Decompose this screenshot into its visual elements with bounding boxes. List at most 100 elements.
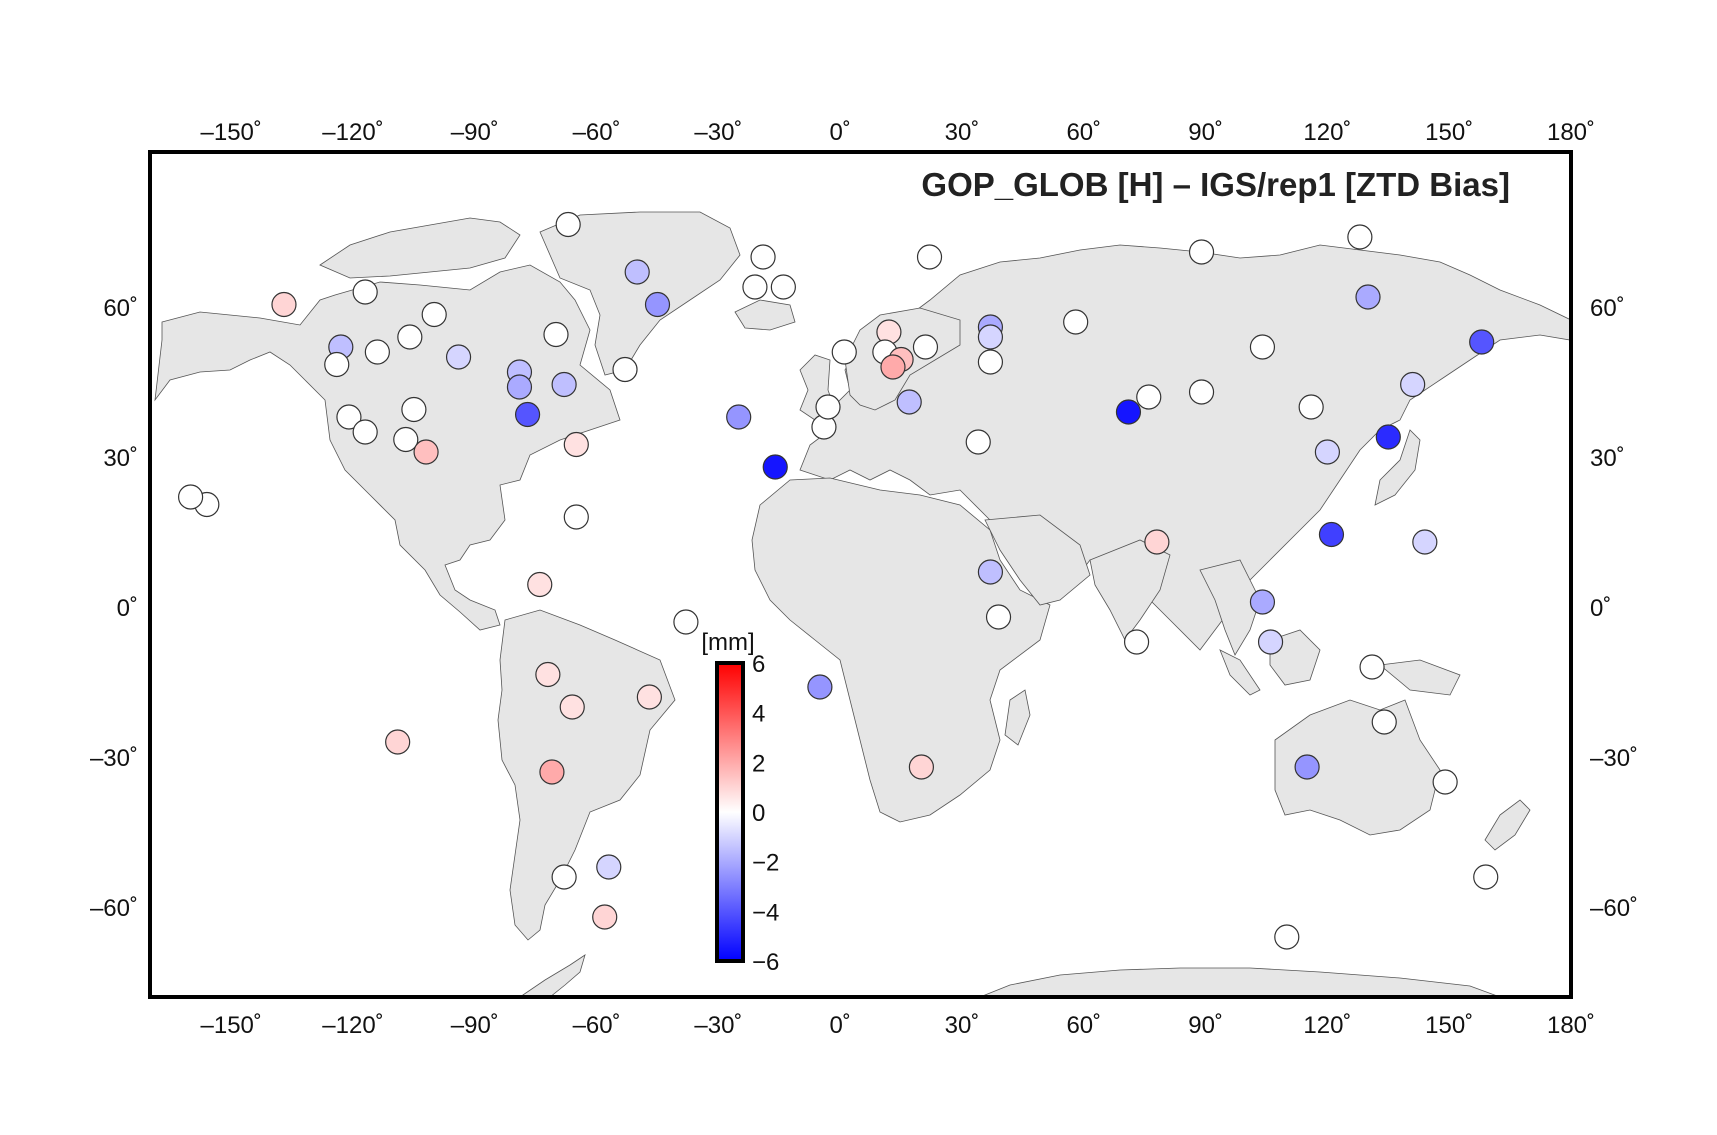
station-marker	[352, 419, 378, 445]
station-marker	[762, 454, 788, 480]
lat-tick-label-left: 60˚	[103, 295, 138, 322]
colorbar-tick-label: −4	[752, 899, 779, 926]
colorbar-tick-label: 2	[752, 750, 765, 777]
station-marker	[1188, 379, 1215, 405]
axis-labels: –150˚ –150˚ –120˚ –120˚ –90˚ –90˚ –60˚ –60˚ –30˚…	[90, 119, 1638, 1039]
station-marker	[1249, 334, 1276, 360]
station-marker	[514, 401, 541, 428]
lon-tick-label-top: –150˚	[201, 119, 262, 146]
station-marker	[977, 559, 1004, 585]
lon-tick-label-top: 30˚	[945, 119, 980, 146]
land-indochina	[1199, 559, 1261, 656]
colorbar: [mm] 6 4 2 0 −2 −4 −6	[701, 629, 779, 976]
station-marker	[563, 431, 589, 458]
lat-tick-label-left: 30˚	[103, 445, 138, 472]
station-marker	[596, 854, 622, 880]
lon-tick-label-bottom: –150˚	[201, 1012, 262, 1039]
lon-tick-label-bottom: –90˚	[451, 1012, 499, 1039]
lat-tick-label-left: 0˚	[117, 595, 138, 622]
colorbar-tick-label: 4	[752, 701, 765, 728]
land-greenland	[539, 211, 741, 376]
lat-tick-label-right: 30˚	[1590, 445, 1625, 472]
station-marker	[612, 356, 638, 383]
land-madagascar	[1004, 689, 1031, 746]
map-area	[150, 152, 1571, 997]
lon-tick-label-top: –120˚	[322, 119, 383, 146]
colorbar-tick-label: −2	[752, 850, 779, 877]
station-marker	[539, 759, 565, 785]
land-new-guinea	[1379, 659, 1461, 696]
station-marker	[559, 694, 585, 720]
station-marker	[1249, 589, 1276, 615]
station-marker	[742, 274, 768, 300]
station-marker	[1063, 309, 1089, 335]
station-marker	[421, 301, 447, 328]
lon-tick-label-top: 60˚	[1066, 119, 1101, 146]
land-new-zealand	[1484, 799, 1531, 851]
lon-tick-label-bottom: 0˚	[830, 1012, 851, 1039]
station-marker	[636, 684, 662, 710]
station-marker	[352, 279, 378, 305]
station-marker	[965, 429, 991, 455]
station-marker	[807, 674, 833, 700]
station-marker	[445, 344, 472, 370]
colorbar-tick-label: 6	[752, 651, 765, 678]
station-marker	[912, 334, 939, 360]
station-marker	[527, 571, 553, 598]
map-title: GOP_GLOB [H] – IGS/rep1 [ZTD Bias]	[921, 166, 1510, 203]
station-marker	[1371, 709, 1397, 735]
station-marker	[1400, 371, 1426, 398]
station-marker	[1257, 629, 1284, 655]
station-marker	[1136, 384, 1162, 410]
land-africa	[751, 477, 1051, 823]
lat-tick-label-right: 60˚	[1590, 295, 1625, 322]
station-marker	[1298, 394, 1324, 420]
stations-layer	[178, 211, 1499, 950]
land-arabia	[984, 514, 1091, 606]
station-marker	[1188, 239, 1215, 265]
lon-tick-label-bottom: 120˚	[1303, 1012, 1351, 1039]
station-marker	[1412, 529, 1438, 555]
station-marker	[1144, 529, 1170, 555]
lon-tick-label-top: 150˚	[1425, 119, 1473, 146]
station-marker	[1469, 329, 1495, 355]
station-marker	[1359, 654, 1385, 680]
station-marker	[750, 244, 776, 270]
lat-tick-label-right: 0˚	[1590, 595, 1611, 622]
land-iceland	[734, 299, 796, 331]
station-marker	[535, 661, 561, 688]
colorbar-tick-label: 0	[752, 800, 765, 827]
lon-tick-label-bottom: –60˚	[573, 1012, 621, 1039]
lon-tick-label-bottom: 90˚	[1188, 1012, 1223, 1039]
land-australia	[1274, 699, 1441, 836]
station-marker	[1123, 629, 1150, 655]
land-japan	[1374, 429, 1421, 506]
station-marker	[1294, 754, 1320, 780]
station-marker	[1473, 864, 1499, 890]
land-antarctica	[979, 967, 1501, 997]
colorbar-unit: [mm]	[701, 629, 754, 656]
lat-tick-label-left: –30˚	[90, 745, 138, 772]
lon-tick-label-top: 120˚	[1303, 119, 1351, 146]
station-marker	[592, 904, 618, 930]
lon-tick-label-top: –30˚	[694, 119, 742, 146]
station-marker	[324, 351, 350, 378]
lon-tick-label-bottom: –30˚	[694, 1012, 742, 1039]
lon-tick-label-top: –60˚	[573, 119, 621, 146]
station-marker	[726, 404, 752, 430]
lon-tick-label-bottom: 30˚	[945, 1012, 980, 1039]
station-marker	[1355, 284, 1381, 310]
station-marker	[506, 374, 533, 400]
lat-tick-label-right: –30˚	[1590, 745, 1638, 772]
lon-tick-label-top: 90˚	[1188, 119, 1223, 146]
station-marker	[413, 439, 439, 465]
station-marker	[1375, 424, 1401, 450]
land-sumatra	[1219, 649, 1261, 696]
station-marker	[1347, 224, 1373, 250]
lon-tick-label-bottom: 60˚	[1066, 1012, 1101, 1039]
station-marker	[1314, 439, 1341, 465]
station-marker	[977, 324, 1004, 350]
station-marker	[977, 349, 1004, 375]
station-marker	[1318, 521, 1345, 548]
